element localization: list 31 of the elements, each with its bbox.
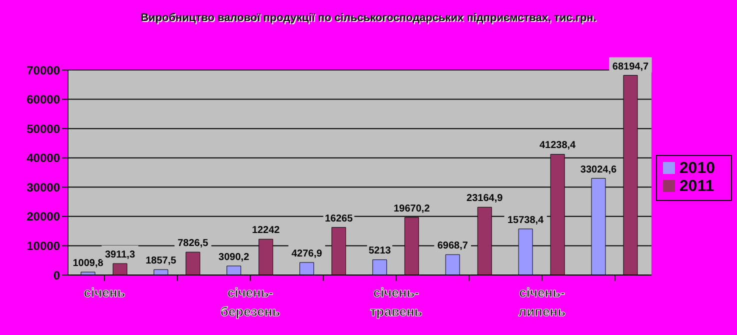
y-tick-label: 10000 [26, 238, 60, 253]
data-label: 41238,4 [539, 140, 576, 152]
y-tick-label: 60000 [26, 92, 60, 107]
y-tick-label: 70000 [26, 63, 60, 78]
data-label: 15738,4 [507, 214, 544, 226]
x-tick-label: січень-березень [220, 285, 280, 319]
chart-title: Виробництво валової продукції по сільськогосподарських підприємствах, тис.грн. [140, 12, 598, 24]
y-tick-label: 20000 [26, 210, 60, 224]
data-label: 4276,9 [291, 248, 323, 260]
data-label: 23164,9 [466, 193, 504, 204]
y-tick-label: 40000 [26, 151, 60, 166]
data-label: 6968,7 [437, 240, 468, 252]
legend-label: 2010 [679, 160, 715, 176]
y-tick-label: 50000 [26, 122, 60, 136]
y-tick-label: 30000 [26, 180, 60, 194]
y-tick-label: 0 [53, 268, 60, 282]
data-label: 7826,5 [178, 238, 209, 250]
data-label: 16265 [324, 213, 354, 224]
data-label: 1009,8 [72, 258, 104, 270]
data-label: 19670,2 [394, 203, 430, 214]
data-label: 33024,6 [580, 164, 617, 176]
x-tick-label: січень-липень [518, 285, 566, 319]
x-tick-label: січень-травень [370, 285, 422, 319]
data-label: 3090,2 [218, 252, 250, 263]
x-tick-label: січень [84, 285, 126, 300]
data-label: 68194,7 [612, 61, 649, 72]
data-label: 1857,5 [146, 256, 177, 267]
legend-label: 2011 [679, 178, 714, 194]
data-label: 12242 [252, 225, 280, 236]
data-label: 5213 [368, 246, 392, 257]
data-label: 3911,3 [104, 250, 136, 261]
